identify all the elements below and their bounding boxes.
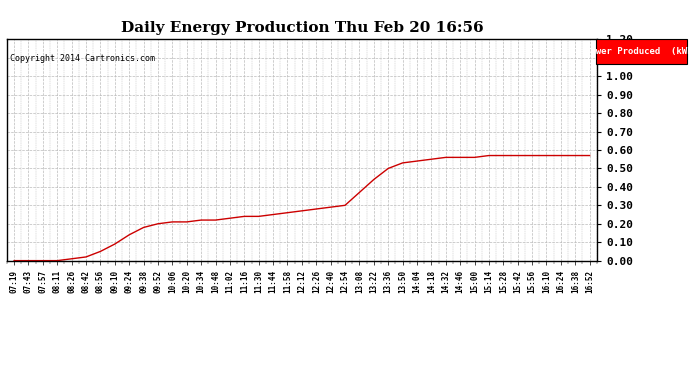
Text: Copyright 2014 Cartronics.com: Copyright 2014 Cartronics.com bbox=[10, 54, 155, 63]
Title: Daily Energy Production Thu Feb 20 16:56: Daily Energy Production Thu Feb 20 16:56 bbox=[121, 21, 483, 35]
Text: Power Produced  (kWh): Power Produced (kWh) bbox=[585, 47, 690, 56]
